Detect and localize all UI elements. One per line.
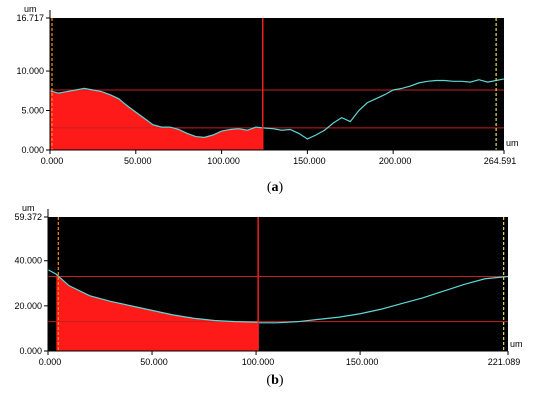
x-tick-label-1: 50.000 (124, 156, 152, 166)
y-tick-label-0: 0.000 (21, 145, 44, 155)
y-tick-label-1: 20.000 (14, 301, 42, 311)
x-tick-label-4: 200.000 (379, 156, 412, 166)
x-tick-label-0: 0.000 (39, 357, 62, 367)
x-tick-label-2: 100.000 (207, 156, 240, 166)
caption-b: (b) (266, 373, 284, 388)
y-tick-label-3: 16.717 (16, 13, 44, 23)
y-tick-label-2: 10.000 (16, 66, 44, 76)
x-tick-label-5: 264.591 (484, 156, 517, 166)
y-tick-label-0: 0.000 (19, 346, 42, 356)
x-tick-label-1: 50.000 (140, 357, 168, 367)
chart-panel-b: 0.000 20.000 40.000 59.372 um 0.000 50.000 100.… (0, 205, 550, 400)
caption-a-letter: a (271, 180, 279, 195)
x-tick-label-0: 0.000 (41, 156, 64, 166)
y-tick-label-1: 5.000 (21, 106, 44, 116)
filled-area (56, 274, 259, 351)
x-unit-label: um (510, 339, 523, 349)
x-tick-label-4: 221.089 (488, 357, 521, 367)
x-unit-label: um (506, 138, 519, 148)
x-tick-label-2: 100.000 (242, 357, 275, 367)
caption-a: (a) (266, 180, 284, 195)
filled-area (50, 88, 263, 150)
chart-panel-a: 0.000 5.000 10.000 16.717 um 0.000 50.000 100.0… (16, 4, 519, 195)
y-tick-label-3: 59.372 (14, 212, 42, 222)
caption-b-letter: b (271, 373, 279, 388)
y-unit-label: um (22, 205, 35, 213)
profile-line (49, 78, 505, 140)
y-unit-label: um (24, 4, 37, 14)
x-tick-label-3: 150.000 (346, 357, 379, 367)
y-tick-label-2: 40.000 (14, 256, 42, 266)
x-tick-label-3: 150.000 (293, 156, 326, 166)
